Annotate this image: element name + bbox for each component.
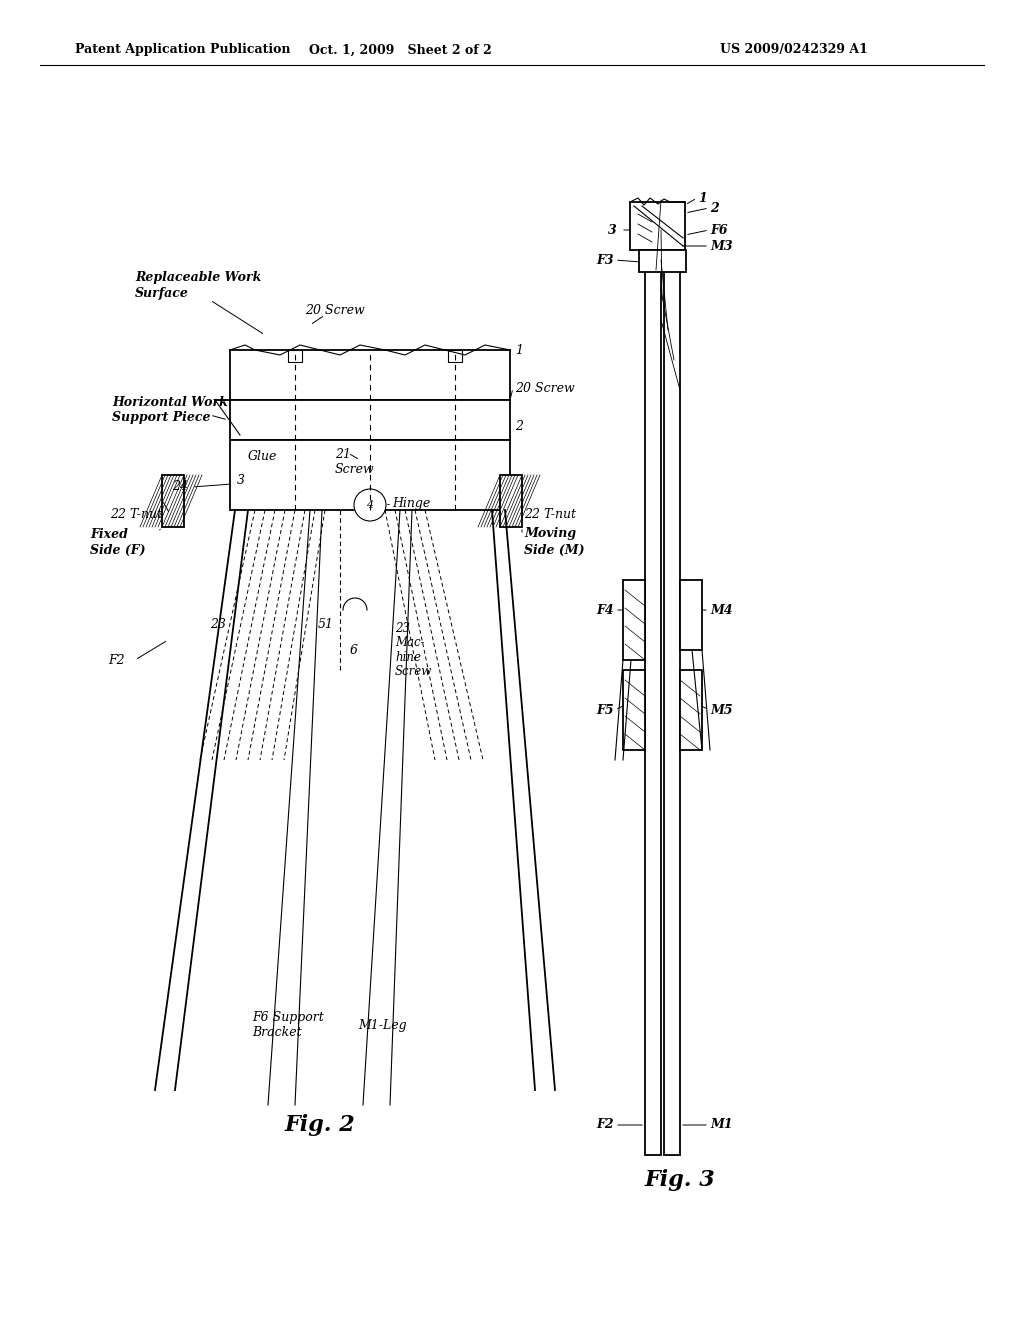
Text: 4: 4: [367, 500, 374, 510]
Text: 20 Screw: 20 Screw: [515, 381, 574, 395]
Text: 22 T-nut: 22 T-nut: [524, 507, 575, 520]
Text: 6: 6: [350, 644, 358, 656]
Bar: [623, 671, 645, 750]
Text: F3: F3: [596, 253, 613, 267]
Bar: [680, 579, 702, 649]
Bar: [288, 350, 302, 362]
Text: 23
Mac-
hine
Screw: 23 Mac- hine Screw: [395, 622, 432, 678]
Text: Oct. 1, 2009   Sheet 2 of 2: Oct. 1, 2009 Sheet 2 of 2: [308, 44, 492, 57]
Bar: [623, 579, 645, 660]
Bar: [230, 350, 510, 400]
Text: 20 Screw: 20 Screw: [305, 304, 365, 317]
Text: F2: F2: [596, 1118, 613, 1131]
Text: F6: F6: [710, 223, 728, 236]
Bar: [639, 249, 686, 272]
Bar: [664, 220, 680, 1155]
Text: F4: F4: [596, 603, 613, 616]
Bar: [500, 475, 522, 527]
Text: 2: 2: [710, 202, 719, 214]
Text: Fig. 2: Fig. 2: [285, 1114, 355, 1137]
Bar: [449, 350, 462, 362]
Text: 23: 23: [210, 619, 226, 631]
Text: Hinge: Hinge: [392, 498, 430, 511]
Bar: [230, 400, 510, 440]
Bar: [645, 220, 662, 1155]
Text: M1-Leg: M1-Leg: [358, 1019, 407, 1031]
Text: 24: 24: [172, 480, 188, 494]
Text: 22 T-nut: 22 T-nut: [110, 507, 162, 520]
Text: Patent Application Publication: Patent Application Publication: [75, 44, 291, 57]
Bar: [680, 671, 702, 750]
Text: 1: 1: [515, 343, 523, 356]
Text: Moving
Side (M): Moving Side (M): [524, 528, 585, 557]
Text: Horizontal Work
Support Piece: Horizontal Work Support Piece: [112, 396, 227, 425]
Text: Fixed
Side (F): Fixed Side (F): [90, 528, 145, 557]
Bar: [630, 202, 685, 249]
Text: F6 Support
Bracket: F6 Support Bracket: [252, 1011, 324, 1040]
Text: M1: M1: [710, 1118, 732, 1131]
Text: US 2009/0242329 A1: US 2009/0242329 A1: [720, 44, 868, 57]
Text: 2: 2: [515, 421, 523, 433]
Text: 51: 51: [318, 619, 334, 631]
Text: 1: 1: [698, 191, 707, 205]
Text: M4: M4: [710, 603, 732, 616]
Text: 3: 3: [237, 474, 245, 487]
Text: M5: M5: [710, 704, 732, 717]
Text: F5: F5: [596, 704, 613, 717]
Bar: [230, 440, 510, 510]
Text: Glue: Glue: [248, 450, 278, 462]
Text: M3: M3: [710, 239, 732, 252]
Text: 3: 3: [608, 223, 616, 236]
Bar: [162, 475, 184, 527]
Text: Replaceable Work
Surface: Replaceable Work Surface: [135, 271, 261, 300]
Text: 21
Screw: 21 Screw: [335, 447, 375, 477]
Circle shape: [354, 488, 386, 521]
Text: F2: F2: [108, 653, 125, 667]
Text: Fig. 3: Fig. 3: [645, 1170, 716, 1191]
